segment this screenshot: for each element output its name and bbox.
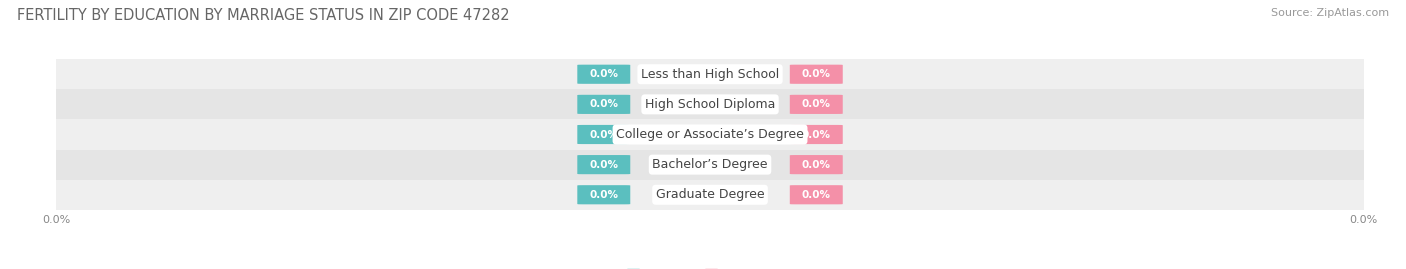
Bar [56,119,1364,150]
FancyBboxPatch shape [578,95,630,114]
Text: 0.0%: 0.0% [589,129,619,140]
FancyBboxPatch shape [578,65,630,84]
Bar [56,180,1364,210]
FancyBboxPatch shape [578,125,630,144]
FancyBboxPatch shape [790,125,842,144]
FancyBboxPatch shape [790,185,842,204]
Text: College or Associate’s Degree: College or Associate’s Degree [616,128,804,141]
Text: 0.0%: 0.0% [589,160,619,170]
FancyBboxPatch shape [578,185,630,204]
Text: 0.0%: 0.0% [589,69,619,79]
FancyBboxPatch shape [790,65,842,84]
Text: Graduate Degree: Graduate Degree [655,188,765,201]
Bar [56,59,1364,89]
Bar [56,150,1364,180]
FancyBboxPatch shape [578,155,630,174]
Text: 0.0%: 0.0% [801,160,831,170]
Text: 0.0%: 0.0% [801,190,831,200]
Text: Bachelor’s Degree: Bachelor’s Degree [652,158,768,171]
Text: 0.0%: 0.0% [801,69,831,79]
Text: Source: ZipAtlas.com: Source: ZipAtlas.com [1271,8,1389,18]
Text: FERTILITY BY EDUCATION BY MARRIAGE STATUS IN ZIP CODE 47282: FERTILITY BY EDUCATION BY MARRIAGE STATU… [17,8,509,23]
Text: 0.0%: 0.0% [589,99,619,109]
Text: 0.0%: 0.0% [801,99,831,109]
Text: 0.0%: 0.0% [589,190,619,200]
Text: Less than High School: Less than High School [641,68,779,81]
FancyBboxPatch shape [790,155,842,174]
FancyBboxPatch shape [790,95,842,114]
Bar [56,89,1364,119]
Text: 0.0%: 0.0% [801,129,831,140]
Text: High School Diploma: High School Diploma [645,98,775,111]
